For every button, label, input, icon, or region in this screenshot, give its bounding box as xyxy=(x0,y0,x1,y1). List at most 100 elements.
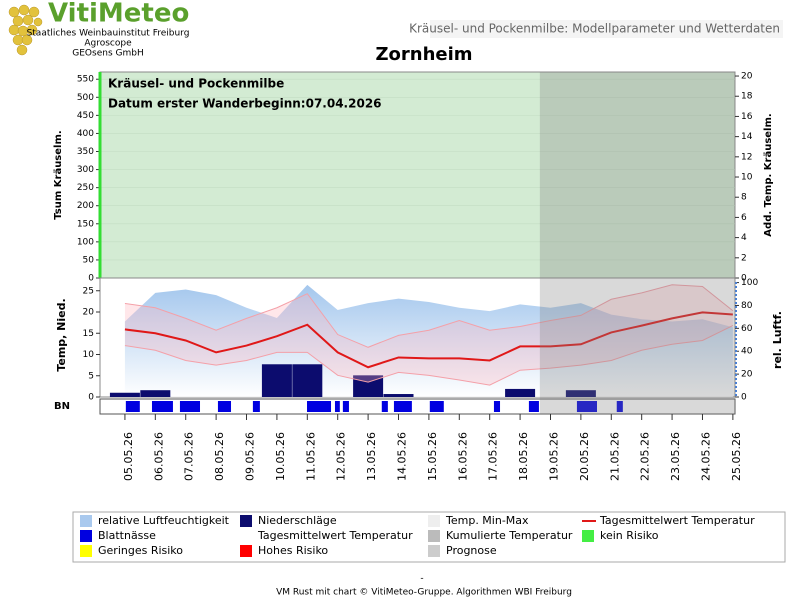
x-tick-label: 05.05.26 xyxy=(122,432,135,481)
y2-tick-label: 80 xyxy=(741,301,753,311)
annotation: Kräusel- und Pockenmilbe xyxy=(108,77,284,91)
legend-swatch xyxy=(428,530,440,542)
annotation: Datum erster Wanderbeginn:07.04.2026 xyxy=(108,97,382,111)
x-tick-label: 09.05.26 xyxy=(244,432,257,481)
legend-swatch xyxy=(428,515,440,527)
temp-band xyxy=(124,284,733,386)
x-tick-label: 08.05.26 xyxy=(213,432,226,481)
x-tick-label: 15.05.26 xyxy=(426,432,439,481)
y-tick-label: 450 xyxy=(77,111,94,121)
legend-swatch xyxy=(240,545,252,557)
logo-line: Agroscope xyxy=(84,39,132,49)
x-tick-label: 22.05.26 xyxy=(639,432,652,481)
x-tick-label: 21.05.26 xyxy=(608,432,621,481)
precip-bar xyxy=(292,364,323,397)
y-tick-label: 50 xyxy=(83,255,95,265)
x-tick-label: 10.05.26 xyxy=(274,432,287,481)
y-tick-label: 250 xyxy=(77,183,94,193)
y2-tick-label: 20 xyxy=(741,72,753,82)
legend-label: Niederschläge xyxy=(258,514,337,527)
x-tick-label: 13.05.26 xyxy=(365,432,378,481)
leaf-wetness xyxy=(217,401,232,412)
y-tick-label: 0 xyxy=(88,393,94,403)
y2-label: Add. Temp. Kräuselm. xyxy=(763,113,774,236)
x-tick-label: 16.05.26 xyxy=(456,432,469,481)
legend-label: Tagesmittelwert Temperatur xyxy=(257,529,413,542)
legend-swatch xyxy=(428,545,440,557)
x-tick-label: 12.05.26 xyxy=(335,432,348,481)
legend-swatch xyxy=(80,545,92,557)
legend-swatch xyxy=(240,530,252,542)
band-max xyxy=(124,284,734,348)
chart-title: Zornheim xyxy=(375,44,472,65)
precip-bar xyxy=(261,364,292,397)
x-tick-label: 20.05.26 xyxy=(578,432,591,481)
leaf-wetness xyxy=(616,401,623,412)
y-tick-label: 400 xyxy=(77,129,94,139)
footer: - xyxy=(420,574,423,584)
y2-label: rel. Luftf. xyxy=(771,311,784,369)
logo-line: Staatliches Weinbauinstitut Freiburg xyxy=(27,29,190,39)
legend-label: Blattnässe xyxy=(98,529,156,542)
y2-tick-label: 12 xyxy=(741,152,752,162)
y2-tick-label: 14 xyxy=(741,132,753,142)
y-tick-label: 350 xyxy=(77,147,94,157)
leaf-wetness xyxy=(125,401,140,412)
prognosis-zone xyxy=(539,72,735,414)
leaf-wetness xyxy=(528,401,539,412)
leaf-wetness xyxy=(342,401,349,412)
y2-tick-label: 100 xyxy=(741,278,758,288)
y2-tick-label: 0 xyxy=(741,274,747,284)
x-tick-label: 25.05.26 xyxy=(730,432,743,481)
legend-label: Kumulierte Temperatur xyxy=(446,529,573,542)
leaf-wetness xyxy=(576,401,597,412)
y-tick-label: 150 xyxy=(77,219,94,229)
precip-bar xyxy=(565,390,596,397)
legend-label: Geringes Risiko xyxy=(98,544,183,557)
y-tick-label: 10 xyxy=(83,350,95,360)
leaf-wetness xyxy=(493,401,501,412)
x-tick-label: 06.05.26 xyxy=(152,432,165,481)
bn-label: BN xyxy=(54,401,70,412)
precip-bar xyxy=(109,392,140,397)
legend-swatch xyxy=(80,515,92,527)
y2-tick-label: 20 xyxy=(741,370,753,380)
risk-zone xyxy=(99,71,736,279)
legend-label: kein Risiko xyxy=(600,529,659,542)
y-tick-label: 300 xyxy=(77,165,94,175)
band-min xyxy=(124,325,734,386)
banner-box xyxy=(430,20,783,38)
y-label: Temp, Nied. xyxy=(55,298,68,371)
y2-tick-label: 8 xyxy=(741,193,747,203)
x-tick-label: 17.05.26 xyxy=(487,432,500,481)
y2-tick-label: 6 xyxy=(741,213,747,223)
legend-swatch xyxy=(240,515,252,527)
legend-swatch xyxy=(80,530,92,542)
temp-mean-line xyxy=(124,311,733,369)
leaf-wetness xyxy=(334,401,340,412)
y-tick-label: 5 xyxy=(88,371,94,381)
y2-tick-label: 18 xyxy=(741,92,753,102)
leaf-wetness xyxy=(151,401,173,412)
leaf-wetness xyxy=(381,401,388,412)
leaf-wetness xyxy=(393,401,412,412)
leaf-wetness xyxy=(307,401,332,412)
y-tick-label: 100 xyxy=(77,237,94,247)
logo-grapes xyxy=(8,4,43,56)
legend-label: Hohes Risiko xyxy=(258,544,328,557)
logo: VitiMeteo xyxy=(48,0,189,29)
footer: VM Rust mit chart © VitiMeteo-Gruppe. Al… xyxy=(276,588,572,598)
y2-tick-label: 2 xyxy=(741,253,747,263)
precip-bar xyxy=(505,388,536,397)
legend-label: Tagesmittelwert Temperatur xyxy=(599,514,755,527)
y2-tick-label: 16 xyxy=(741,112,753,122)
x-tick-label: 14.05.26 xyxy=(396,432,409,481)
y-tick-label: 25 xyxy=(83,286,94,296)
x-tick-label: 11.05.26 xyxy=(304,432,317,481)
legend-label: relative Luftfeuchtigkeit xyxy=(98,514,230,527)
x-tick-label: 19.05.26 xyxy=(547,432,560,481)
y-tick-label: 20 xyxy=(83,308,95,318)
precip-bar xyxy=(383,394,414,397)
legend-label: Prognose xyxy=(446,544,497,557)
x-tick-label: 07.05.26 xyxy=(183,432,196,481)
